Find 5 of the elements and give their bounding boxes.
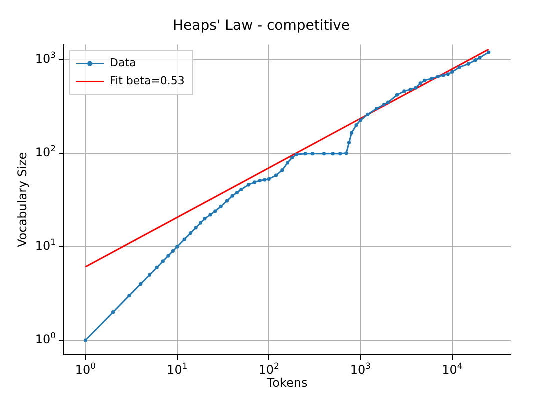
- chart-title: Heaps' Law - competitive: [172, 18, 350, 34]
- x-axis-title: Tokens: [266, 376, 308, 390]
- legend-label: Data: [110, 56, 136, 70]
- y-axis-title: Vocabulary Size: [15, 152, 30, 248]
- legend-label: Fit beta=0.53: [110, 74, 185, 88]
